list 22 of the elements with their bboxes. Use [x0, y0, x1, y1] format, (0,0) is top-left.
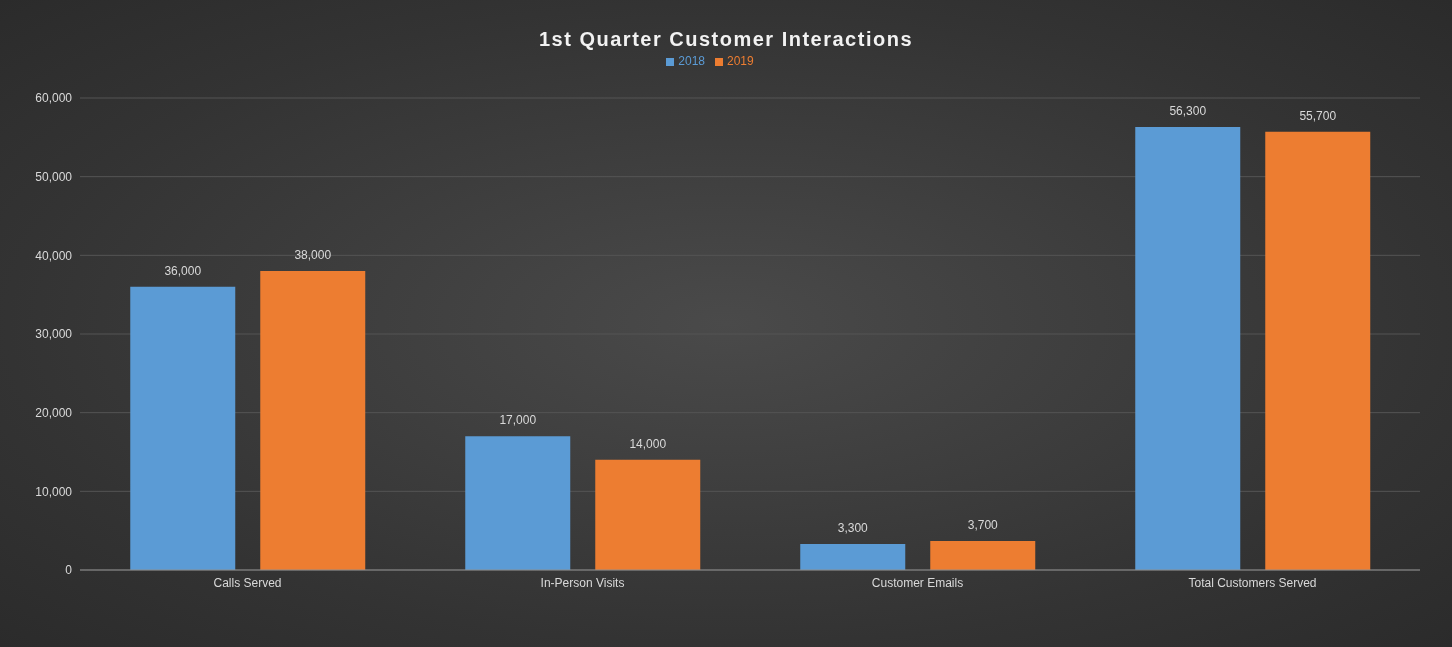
legend-label: 2019: [727, 54, 754, 68]
data-label: 36,000: [164, 263, 202, 278]
x-tick-label: Calls Served: [213, 575, 282, 590]
data-label: 56,300: [1169, 104, 1207, 119]
y-tick-label: 30,000: [35, 327, 73, 342]
x-tick-label: In-Person Visits: [540, 575, 625, 590]
data-label: 17,000: [499, 413, 537, 428]
legend-label: 2018: [678, 54, 705, 68]
y-tick-label: 60,000: [35, 91, 73, 106]
chart-title: 1st Quarter Customer Interactions: [538, 28, 914, 51]
data-label: 14,000: [629, 436, 667, 451]
x-tick-label: Total Customers Served: [1188, 575, 1317, 590]
data-label: 38,000: [294, 248, 332, 263]
y-tick-label: 10,000: [35, 484, 73, 499]
data-label: 3,300: [837, 521, 869, 536]
data-label: 55,700: [1299, 108, 1337, 123]
y-tick-label: 50,000: [35, 169, 73, 184]
x-tick-label: Customer Emails: [871, 575, 964, 590]
y-tick-label: 0: [65, 563, 73, 578]
data-label: 3,700: [967, 517, 999, 532]
y-tick-label: 20,000: [35, 405, 73, 420]
y-tick-label: 40,000: [35, 248, 73, 263]
